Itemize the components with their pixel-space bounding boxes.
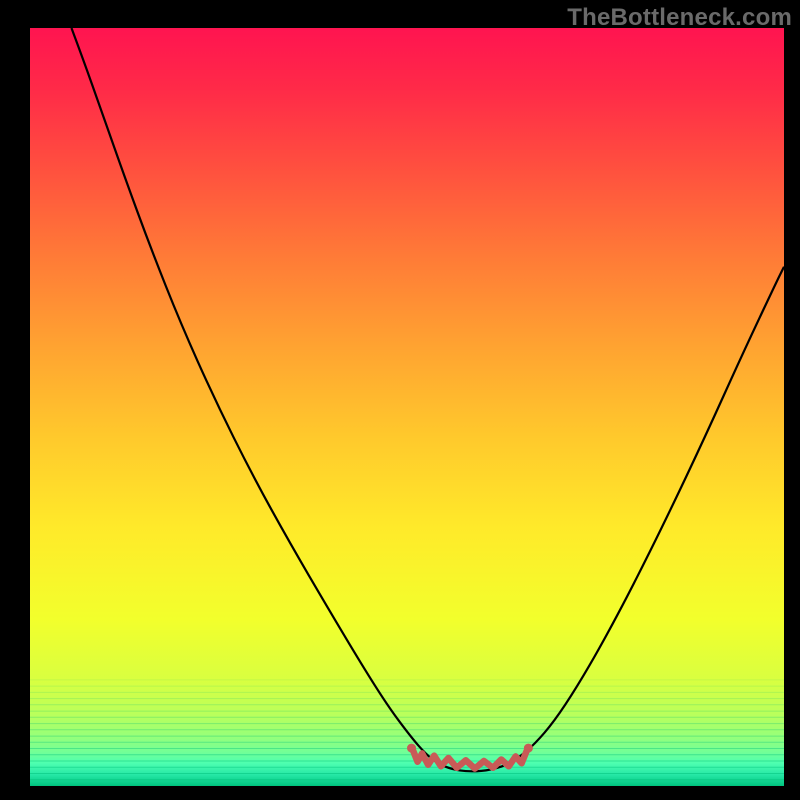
curve-layer (30, 28, 784, 786)
chart-container: TheBottleneck.com (0, 0, 800, 800)
optimal-range-marker (413, 750, 527, 768)
bottleneck-curve (71, 28, 784, 771)
watermark-text: TheBottleneck.com (567, 4, 792, 32)
range-endpoint-dot (407, 744, 416, 753)
range-endpoint-dot (524, 744, 533, 753)
plot-area (30, 28, 784, 786)
